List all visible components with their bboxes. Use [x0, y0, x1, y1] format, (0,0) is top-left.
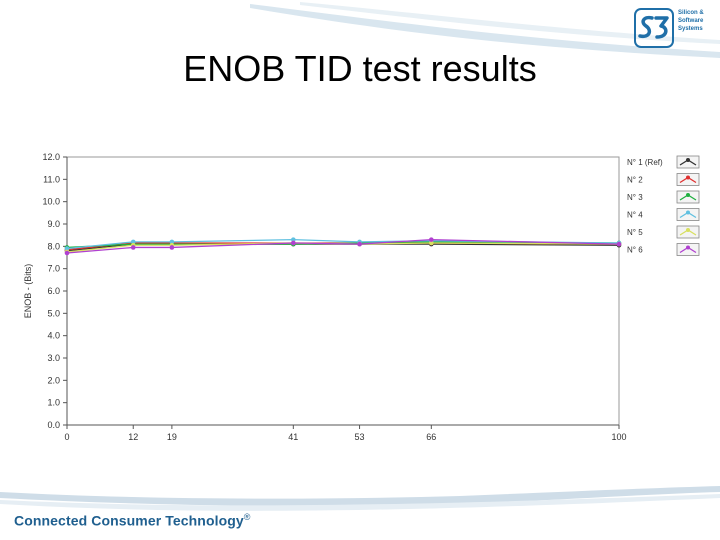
x-tick-label: 19	[167, 432, 177, 442]
x-tick-label: 12	[128, 432, 138, 442]
series-4-point	[169, 239, 175, 245]
registered-mark: ®	[243, 512, 251, 522]
series-4-point	[64, 246, 70, 251]
footer-text: Connected Consumer Technology	[14, 512, 244, 529]
legend-marker-4	[686, 210, 690, 215]
y-tick-label: 8.0	[47, 241, 60, 251]
series-6-point	[291, 240, 296, 246]
y-tick-label: 1.0	[47, 398, 60, 408]
x-tick-label: 53	[355, 432, 365, 442]
y-tick-label: 2.0	[47, 375, 60, 385]
logo-line-3: Systems	[678, 26, 703, 32]
y-tick-label: 7.0	[47, 264, 60, 274]
y-tick-label: 9.0	[47, 219, 60, 229]
company-logo: Silicon & Software Systems	[634, 6, 716, 48]
y-tick-label: 6.0	[47, 286, 60, 296]
y-axis-label: ENOB - (Bits)	[23, 264, 33, 319]
footer-tagline: Connected Consumer Technology®	[14, 512, 251, 529]
series-6-point	[169, 245, 175, 250]
series-6-point	[357, 241, 362, 247]
logo-line-2: Software	[678, 18, 704, 24]
series-6-point	[429, 237, 434, 242]
series-6-point	[616, 241, 622, 247]
legend-marker-5	[686, 228, 690, 232]
legend-label-3: N° 3	[627, 193, 643, 202]
legend-label-2: N° 2	[627, 176, 643, 185]
legend-label-1: N° 1 (Ref)	[627, 158, 663, 167]
legend-marker-2	[686, 175, 690, 180]
series-6-point	[64, 250, 70, 256]
series-4-point	[130, 239, 136, 245]
y-tick-label: 3.0	[47, 353, 60, 363]
enob-line-chart: 0.0 1.0 2.0 3.0 4.0 5.0 6.0 7.0 8.0 9.0 10.0 11.0 12…	[23, 152, 700, 442]
series-5-point	[429, 240, 434, 246]
x-tick-label: 100	[611, 432, 626, 442]
logo-wordmark: Silicon & Software Systems	[678, 9, 716, 33]
legend-label-6: N° 6	[627, 246, 643, 255]
y-tick-label: 4.0	[47, 331, 60, 341]
logo-line-1: Silicon &	[678, 10, 704, 16]
series-6-point	[130, 245, 136, 250]
legend-label-5: N° 5	[627, 228, 643, 237]
x-tick-label: 66	[426, 432, 436, 442]
y-tick-label: 11.0	[43, 174, 60, 184]
y-tick-label: 10.0	[42, 197, 60, 207]
legend-marker-1	[686, 158, 690, 162]
y-tick-label: 5.0	[47, 308, 60, 318]
x-tick-label: 0	[64, 432, 69, 442]
plot-area	[66, 156, 620, 426]
y-tick-label: 12.0	[42, 152, 60, 162]
legend-marker-6	[686, 245, 690, 250]
series-4-point	[291, 237, 296, 242]
legend-marker-3	[686, 193, 690, 197]
slide-title: ENOB TID test results	[183, 48, 537, 89]
legend-label-4: N° 4	[627, 211, 643, 220]
y-tick-label: 0.0	[47, 420, 60, 430]
x-tick-label: 41	[288, 432, 298, 442]
s3-logo-icon	[634, 8, 674, 48]
